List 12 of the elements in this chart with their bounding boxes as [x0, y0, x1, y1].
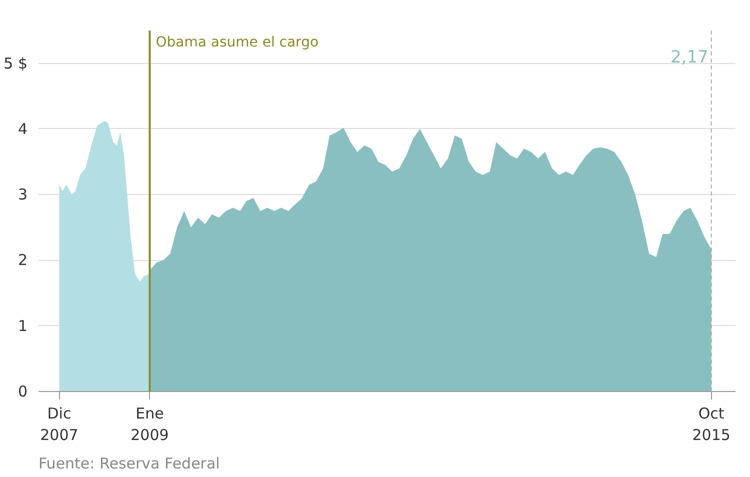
y-tick-label: 4 — [18, 120, 28, 138]
ref-line-label: Obama asume el cargo — [156, 34, 319, 50]
y-tick-label: 5 $ — [4, 54, 28, 72]
x-tick-label: Dic 2007 — [40, 404, 78, 444]
x-tick-label: Ene 2009 — [130, 404, 169, 444]
ref-line-label: 2,17 — [670, 48, 708, 68]
y-tick-label: 1 — [18, 316, 28, 335]
y-tick-label: 3 — [18, 186, 28, 204]
x-tick-label: Oct 2015 — [692, 404, 730, 444]
source-note: Fuente: Reserva Federal — [38, 454, 220, 472]
y-tick-label: 2 — [18, 251, 28, 270]
y-tick-label: 0 — [18, 382, 28, 400]
